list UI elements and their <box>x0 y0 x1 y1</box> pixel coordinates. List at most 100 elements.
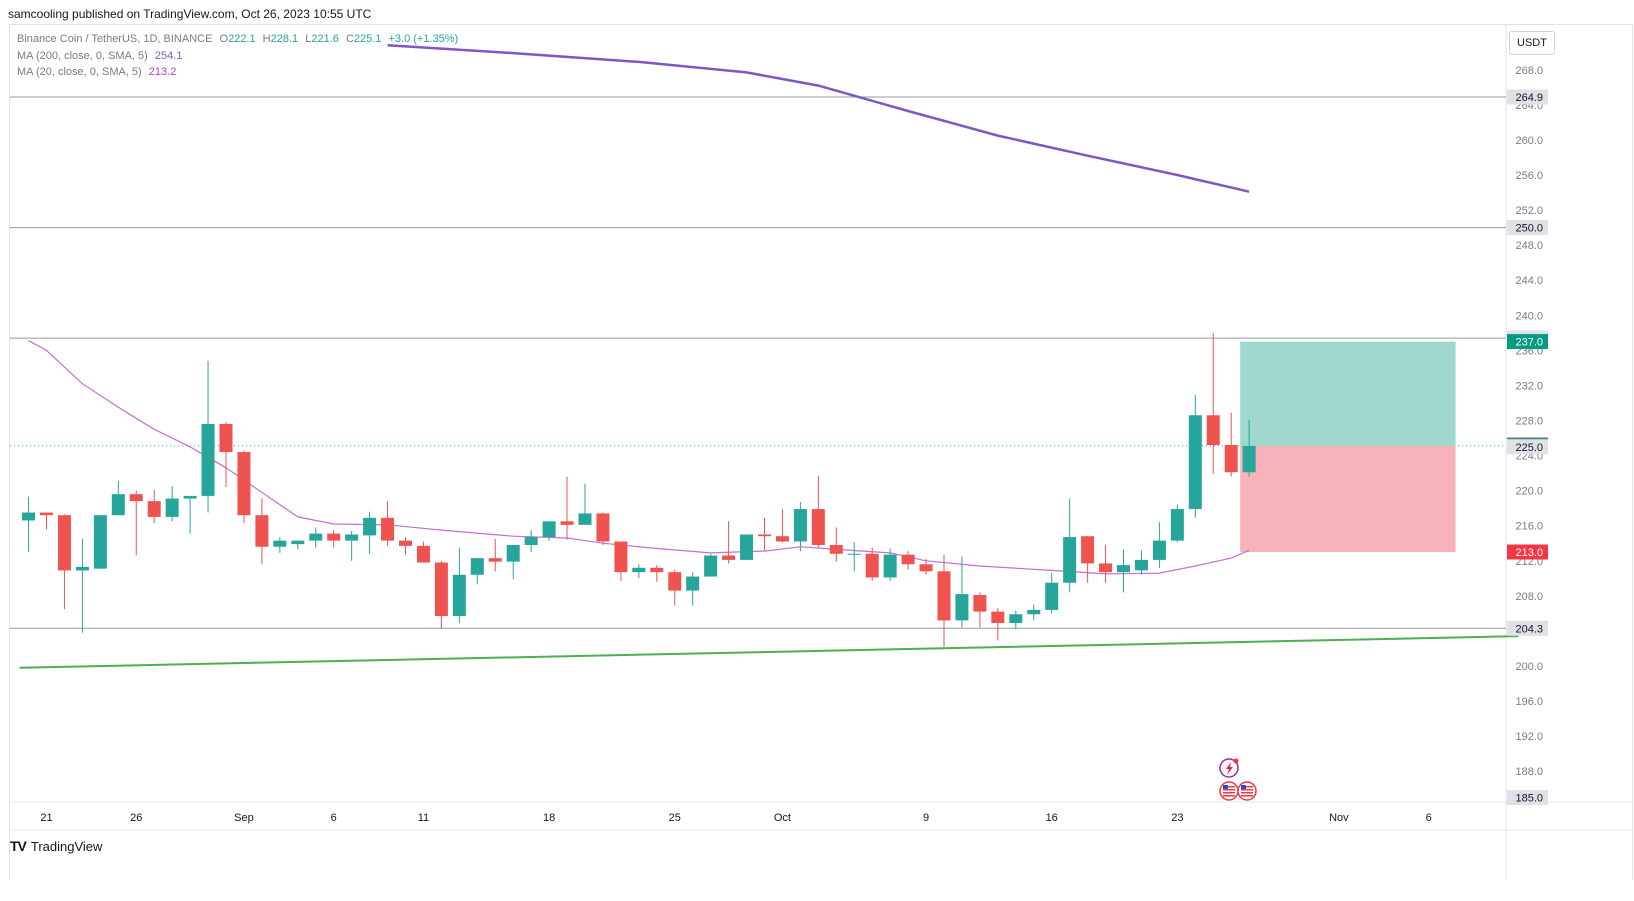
candle-body[interactable] <box>1152 540 1166 560</box>
candle-body[interactable] <box>416 545 430 563</box>
candle-body[interactable] <box>919 564 933 572</box>
candle-body[interactable] <box>345 534 359 541</box>
y-tick-label: 244.0 <box>1515 275 1543 287</box>
candle-body[interactable] <box>75 566 89 571</box>
x-tick-label: 6 <box>331 812 337 824</box>
candle-body[interactable] <box>273 540 287 547</box>
candle-body[interactable] <box>560 521 574 525</box>
ma200-line[interactable] <box>387 44 1250 193</box>
candle-body[interactable] <box>399 540 412 546</box>
candle-body[interactable] <box>363 517 377 536</box>
candle-body[interactable] <box>40 512 53 516</box>
candle-body[interactable] <box>596 513 610 542</box>
y-tick-label: 208.0 <box>1515 591 1543 603</box>
candle-body[interactable] <box>614 541 628 573</box>
candle-body[interactable] <box>1134 559 1148 571</box>
candle-body[interactable] <box>183 495 197 499</box>
y-tick-label: 252.0 <box>1515 205 1543 217</box>
candle-body[interactable] <box>291 540 305 545</box>
candle-body[interactable] <box>758 534 771 537</box>
y-tick-label: 240.0 <box>1515 310 1543 322</box>
candle-body[interactable] <box>506 544 520 562</box>
candle-body[interactable] <box>650 567 664 573</box>
candle-body[interactable] <box>93 515 107 569</box>
candle-body[interactable] <box>1206 415 1220 446</box>
x-tick-label: 11 <box>418 812 429 824</box>
candle-body[interactable] <box>1081 536 1095 564</box>
price-label: 225.0 <box>1515 442 1543 454</box>
candle-body[interactable] <box>865 553 879 578</box>
candle-body[interactable] <box>237 452 251 516</box>
candle-body[interactable] <box>722 555 736 560</box>
candle-body[interactable] <box>632 567 646 573</box>
candle-body[interactable] <box>811 509 825 545</box>
candle-body[interactable] <box>488 558 502 562</box>
candle-body[interactable] <box>1224 445 1238 473</box>
price-label: 250.0 <box>1515 223 1543 235</box>
candle-body[interactable] <box>147 501 161 517</box>
ma200-value: 254.1 <box>154 50 183 62</box>
candle-body[interactable] <box>434 562 448 617</box>
candle-body[interactable] <box>686 576 700 591</box>
candle-body[interactable] <box>793 509 807 542</box>
candle-body[interactable] <box>165 498 179 517</box>
candle-body[interactable] <box>309 533 323 541</box>
candle-body[interactable] <box>255 515 269 547</box>
flag-stripe <box>1223 795 1235 797</box>
candle-body[interactable] <box>901 554 915 565</box>
flag-stripe <box>1223 792 1235 794</box>
candle-body[interactable] <box>524 537 538 545</box>
candle-body[interactable] <box>829 544 843 554</box>
us-flag-event-icon[interactable] <box>1219 781 1239 801</box>
stop-loss-zone[interactable] <box>1240 445 1456 553</box>
candle-body[interactable] <box>22 512 36 521</box>
target-zone[interactable] <box>1240 341 1456 446</box>
y-tick-label: 256.0 <box>1515 170 1543 182</box>
candle-body[interactable] <box>327 533 341 541</box>
candle-body[interactable] <box>1045 582 1059 610</box>
candle-body[interactable] <box>129 494 143 502</box>
candle-body[interactable] <box>542 521 556 538</box>
candle-body[interactable] <box>955 594 969 621</box>
candle-body[interactable] <box>452 574 466 617</box>
candle-body[interactable] <box>937 571 951 621</box>
x-tick-label: 16 <box>1046 812 1058 824</box>
legend-symbol[interactable]: Binance Coin / TetherUS, 1D, BINANCE <box>17 33 213 45</box>
candle-body[interactable] <box>775 536 789 542</box>
candle-body[interactable] <box>1242 445 1256 473</box>
candle-body[interactable] <box>1063 537 1077 583</box>
candle-body[interactable] <box>1099 563 1113 573</box>
price-label-box <box>1507 620 1548 636</box>
tradingview-footer[interactable]: TV TradingView <box>10 838 102 854</box>
us-flag-event-icon[interactable] <box>1237 781 1257 801</box>
candle-body[interactable] <box>57 515 71 571</box>
y-tick-label: 220.0 <box>1515 486 1543 498</box>
currency-button[interactable]: USDT <box>1509 31 1555 55</box>
candle-body[interactable] <box>1009 614 1023 624</box>
candle-body[interactable] <box>991 611 1005 624</box>
legend-open: O222.1 <box>219 33 256 45</box>
candle-body[interactable] <box>1117 565 1130 573</box>
x-tick-label: 21 <box>40 812 52 824</box>
candle-body[interactable] <box>1170 509 1184 541</box>
candle-body[interactable] <box>111 494 125 516</box>
candle-body[interactable] <box>1027 609 1041 615</box>
candle-body[interactable] <box>668 572 682 591</box>
candle-body[interactable] <box>704 555 718 577</box>
legend-ma200[interactable]: MA (200, close, 0, SMA, 5) 254.1 <box>17 50 186 62</box>
candle-body[interactable] <box>847 553 861 555</box>
candle-body[interactable] <box>578 513 592 525</box>
candle-body[interactable] <box>740 534 754 560</box>
candle-body[interactable] <box>1188 415 1202 510</box>
candle-body[interactable] <box>883 554 897 578</box>
x-tick-label: Oct <box>774 812 791 824</box>
candle-body[interactable] <box>470 558 484 575</box>
candle-body[interactable] <box>201 424 215 496</box>
candle-body[interactable] <box>381 517 395 541</box>
candle-body[interactable] <box>973 594 987 612</box>
candle-body[interactable] <box>219 424 233 453</box>
y-tick-label: 200.0 <box>1515 661 1543 673</box>
legend-ma20[interactable]: MA (20, close, 0, SMA, 5) 213.2 <box>17 66 180 78</box>
support-trendline[interactable] <box>19 635 1519 669</box>
